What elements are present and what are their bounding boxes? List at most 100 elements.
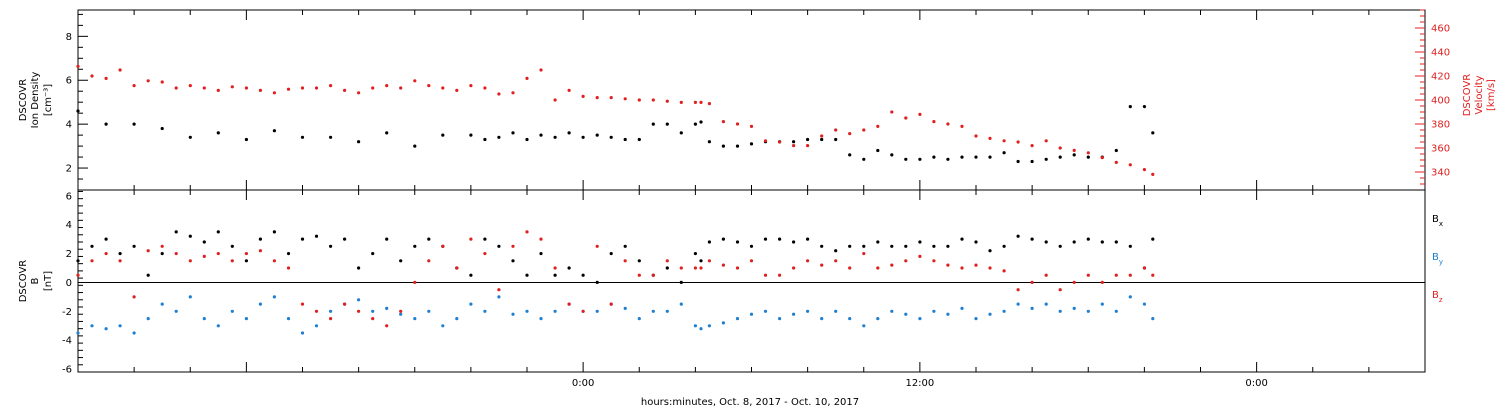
velocity-point — [441, 86, 445, 90]
bz-point — [699, 266, 703, 270]
bx-point — [132, 244, 136, 248]
ion-density-point — [679, 131, 683, 135]
ion-density-point — [1142, 105, 1146, 109]
bx-point — [693, 252, 698, 256]
velocity-point — [188, 84, 192, 88]
bz-point — [890, 263, 894, 267]
bz-point — [1151, 273, 1155, 277]
bx-point — [413, 244, 417, 248]
velocity-point — [778, 140, 782, 144]
bx-point — [174, 230, 178, 234]
by-point — [679, 302, 683, 306]
bx-point — [146, 273, 150, 277]
by-point — [399, 312, 403, 316]
bz-point — [595, 244, 599, 248]
bx-point — [160, 252, 164, 256]
by-point — [132, 331, 136, 335]
velocity-point — [581, 94, 585, 98]
velocity-axis-label-line3: [km/s] — [1486, 79, 1497, 111]
ion-density-point — [1072, 153, 1076, 157]
velocity-point — [1016, 140, 1020, 144]
ion-density-point — [1016, 159, 1020, 164]
bx-point — [216, 230, 220, 234]
ion-density-point — [890, 153, 894, 157]
velocity-point — [525, 76, 529, 80]
bz-point — [721, 263, 726, 267]
by-point — [707, 324, 712, 328]
bx-point — [974, 240, 978, 244]
ion-density-point — [904, 157, 908, 161]
bz-point — [1072, 280, 1076, 284]
ion-density-point — [385, 131, 389, 135]
ion-density-point — [595, 133, 599, 137]
ion-density-point — [567, 131, 571, 135]
ion-density-point — [300, 135, 305, 139]
bz-point — [960, 266, 964, 270]
by-point — [385, 306, 389, 310]
bx-point — [1072, 240, 1076, 244]
time-tick-label: 0:00 — [572, 378, 594, 389]
bz-point — [862, 252, 866, 256]
bz-point — [609, 302, 613, 306]
bz-point — [707, 259, 712, 263]
magnetic-field-tick-label: -4 — [62, 336, 72, 347]
bz-point — [118, 259, 122, 263]
bz-point — [272, 259, 276, 263]
velocity-point — [314, 86, 319, 90]
by-point — [1002, 309, 1006, 313]
magnetic-field-tick-label: 2 — [66, 249, 72, 260]
ion-density-point — [525, 137, 529, 142]
velocity-point — [699, 100, 703, 104]
bz-point — [932, 259, 936, 263]
velocity-point — [820, 134, 824, 138]
by-point — [1058, 309, 1062, 313]
bx-point — [904, 244, 908, 248]
bz-point — [1086, 273, 1090, 277]
velocity-point — [1114, 160, 1118, 164]
bx-point — [749, 244, 754, 248]
ion-density-point — [1151, 131, 1155, 135]
bz-point — [216, 252, 220, 256]
velocity-point — [146, 79, 150, 83]
bz-point — [1128, 273, 1132, 277]
bx-point — [539, 252, 543, 256]
velocity-point — [595, 96, 599, 100]
by-point — [314, 324, 319, 328]
bx-point — [385, 237, 389, 241]
by-point — [1100, 302, 1104, 306]
bz-point — [763, 273, 768, 277]
by-point — [1151, 317, 1155, 321]
by-point — [371, 309, 375, 313]
bz-point — [539, 237, 543, 241]
bz-point — [371, 317, 375, 321]
by-point — [1044, 302, 1048, 306]
by-point — [932, 309, 936, 313]
by-point — [778, 317, 782, 321]
bx-point — [1030, 237, 1034, 241]
velocity-tick-label: 460 — [1431, 24, 1450, 35]
bz-point — [974, 263, 978, 267]
by-point — [413, 317, 417, 321]
velocity-point — [104, 76, 108, 80]
ion-density-point — [862, 157, 866, 161]
velocity-point — [497, 92, 501, 96]
bx-point — [230, 244, 234, 248]
velocity-tick-label: 440 — [1431, 48, 1450, 59]
ion-density-point — [806, 137, 810, 142]
bz-point — [693, 266, 698, 270]
bz-point — [343, 302, 347, 306]
bx-point — [104, 237, 108, 241]
by-point — [188, 295, 192, 299]
ion-density-point — [539, 133, 543, 137]
ion-density-point — [623, 137, 627, 142]
by-point — [216, 324, 220, 328]
velocity-point — [792, 144, 796, 148]
ion-density-point — [104, 122, 108, 126]
by-point — [651, 309, 655, 313]
bz-point — [665, 259, 669, 263]
bx-point — [188, 234, 192, 238]
velocity-point — [511, 91, 515, 95]
bx-point — [862, 244, 866, 248]
by-point — [862, 324, 866, 328]
bz-point — [413, 280, 417, 284]
